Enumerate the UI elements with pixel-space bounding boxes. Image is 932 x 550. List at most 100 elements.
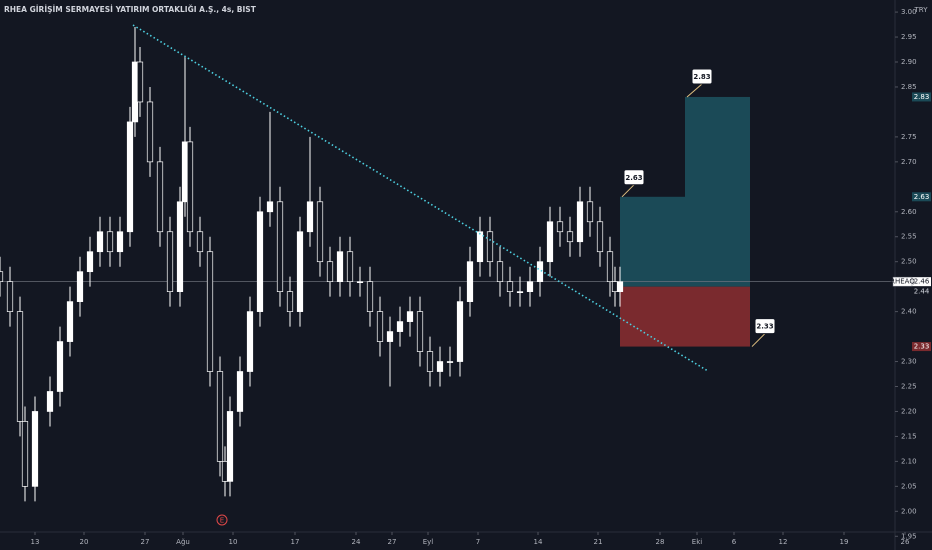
candle-body: [266, 201, 274, 213]
price-tag-label: 2.83: [914, 93, 930, 101]
candle-body: [16, 311, 24, 422]
y-tick-label: 2.10: [901, 457, 917, 465]
stop-box: [620, 286, 750, 347]
candle-body: [246, 311, 254, 372]
candle-body: [446, 361, 454, 363]
x-tick-label: 13: [31, 538, 40, 546]
target-box: [620, 196, 685, 287]
y-tick-label: 1.95: [901, 532, 917, 540]
candle-body: [486, 231, 494, 263]
candle-body: [276, 201, 284, 292]
candle-body: [546, 221, 554, 263]
x-tick-label: 10: [229, 538, 238, 546]
x-tick-label: 26: [901, 538, 910, 546]
y-tick-label: 2.20: [901, 407, 917, 415]
candle-body: [176, 201, 184, 292]
y-tick-label: 2.60: [901, 208, 917, 216]
candle-body: [31, 411, 39, 487]
candle-body: [6, 281, 14, 312]
candle-body: [356, 281, 364, 284]
x-tick-label: 7: [476, 538, 480, 546]
x-tick-label: Ağu: [176, 538, 190, 546]
candle-body: [556, 221, 564, 233]
candle-body: [146, 101, 154, 163]
y-tick-label: 2.25: [901, 383, 917, 391]
x-tick-label: 17: [291, 538, 300, 546]
candle-body: [21, 421, 29, 487]
candle-body: [306, 201, 314, 233]
callout-label: 2.63: [625, 174, 642, 182]
x-tick-label: 27: [388, 538, 397, 546]
y-tick-label: 2.70: [901, 158, 917, 166]
x-tick-label: Eki: [692, 538, 702, 546]
event-marker-label: E: [220, 517, 224, 525]
candle-body: [586, 201, 594, 223]
candle-body: [156, 161, 164, 233]
candle-body: [476, 231, 484, 263]
candle-body: [256, 211, 264, 312]
price-tag: [912, 92, 931, 102]
y-tick-label: 2.85: [901, 83, 917, 91]
y-tick-label: 2.90: [901, 58, 917, 66]
price-tag-label: 2.46: [914, 278, 930, 286]
candle-body: [616, 281, 624, 292]
candle-body: [96, 231, 104, 253]
price-tag: [912, 277, 931, 287]
candle-body: [126, 121, 134, 233]
candle-body: [406, 311, 414, 322]
event-marker: [216, 514, 228, 526]
x-tick-label: 19: [840, 538, 849, 546]
candle-body: [346, 251, 354, 283]
candle-body: [496, 261, 504, 283]
candle-body: [396, 321, 404, 332]
y-tick-label: 2.95: [901, 33, 917, 41]
candle-body: [46, 391, 54, 412]
callout-pointer: [686, 83, 703, 98]
x-tick-label: Eyl: [423, 538, 434, 546]
candle-body: [576, 201, 584, 243]
x-tick-label: 28: [656, 538, 665, 546]
y-tick-label: 2.05: [901, 482, 917, 490]
target-box: [685, 96, 750, 287]
candle-body: [196, 231, 204, 253]
candle-body: [296, 231, 304, 312]
candle-body: [336, 251, 344, 283]
symbol-tag: [892, 276, 913, 287]
y-tick-label: 2.30: [901, 358, 917, 366]
candle-body: [216, 371, 224, 462]
y-tick-label: 2.75: [901, 133, 917, 141]
candle-body: [566, 231, 574, 243]
callout-box: [691, 68, 713, 85]
callout-pointer: [621, 184, 635, 198]
x-tick-label: 21: [594, 538, 603, 546]
callout-label: 2.33: [756, 323, 773, 331]
candle-body: [366, 281, 374, 312]
candle-body: [506, 281, 514, 292]
candle-body: [166, 231, 174, 292]
callout-box: [623, 169, 645, 186]
candle-body: [56, 341, 64, 392]
price-tag: [912, 287, 931, 297]
candle-body: [286, 291, 294, 312]
y-tick-label: 2.50: [901, 258, 917, 266]
candle-body: [596, 221, 604, 253]
candle-body: [436, 361, 444, 372]
candle-body: [456, 301, 464, 362]
callout-pointer: [751, 333, 766, 347]
candle-body: [376, 311, 384, 342]
candle-body: [76, 271, 84, 302]
candle-body: [0, 271, 4, 283]
x-tick-label: 12: [779, 538, 788, 546]
candle-body: [186, 141, 194, 233]
candle-body: [86, 251, 94, 273]
candle-body: [326, 261, 334, 283]
y-tick-label: 2.15: [901, 432, 917, 440]
x-tick-label: 6: [732, 538, 737, 546]
candle-body: [236, 371, 244, 412]
candle-body: [606, 251, 614, 283]
candle-body: [426, 351, 434, 372]
candle-body: [226, 411, 234, 482]
x-tick-label: 20: [80, 538, 89, 546]
callout-label: 2.83: [693, 73, 710, 81]
